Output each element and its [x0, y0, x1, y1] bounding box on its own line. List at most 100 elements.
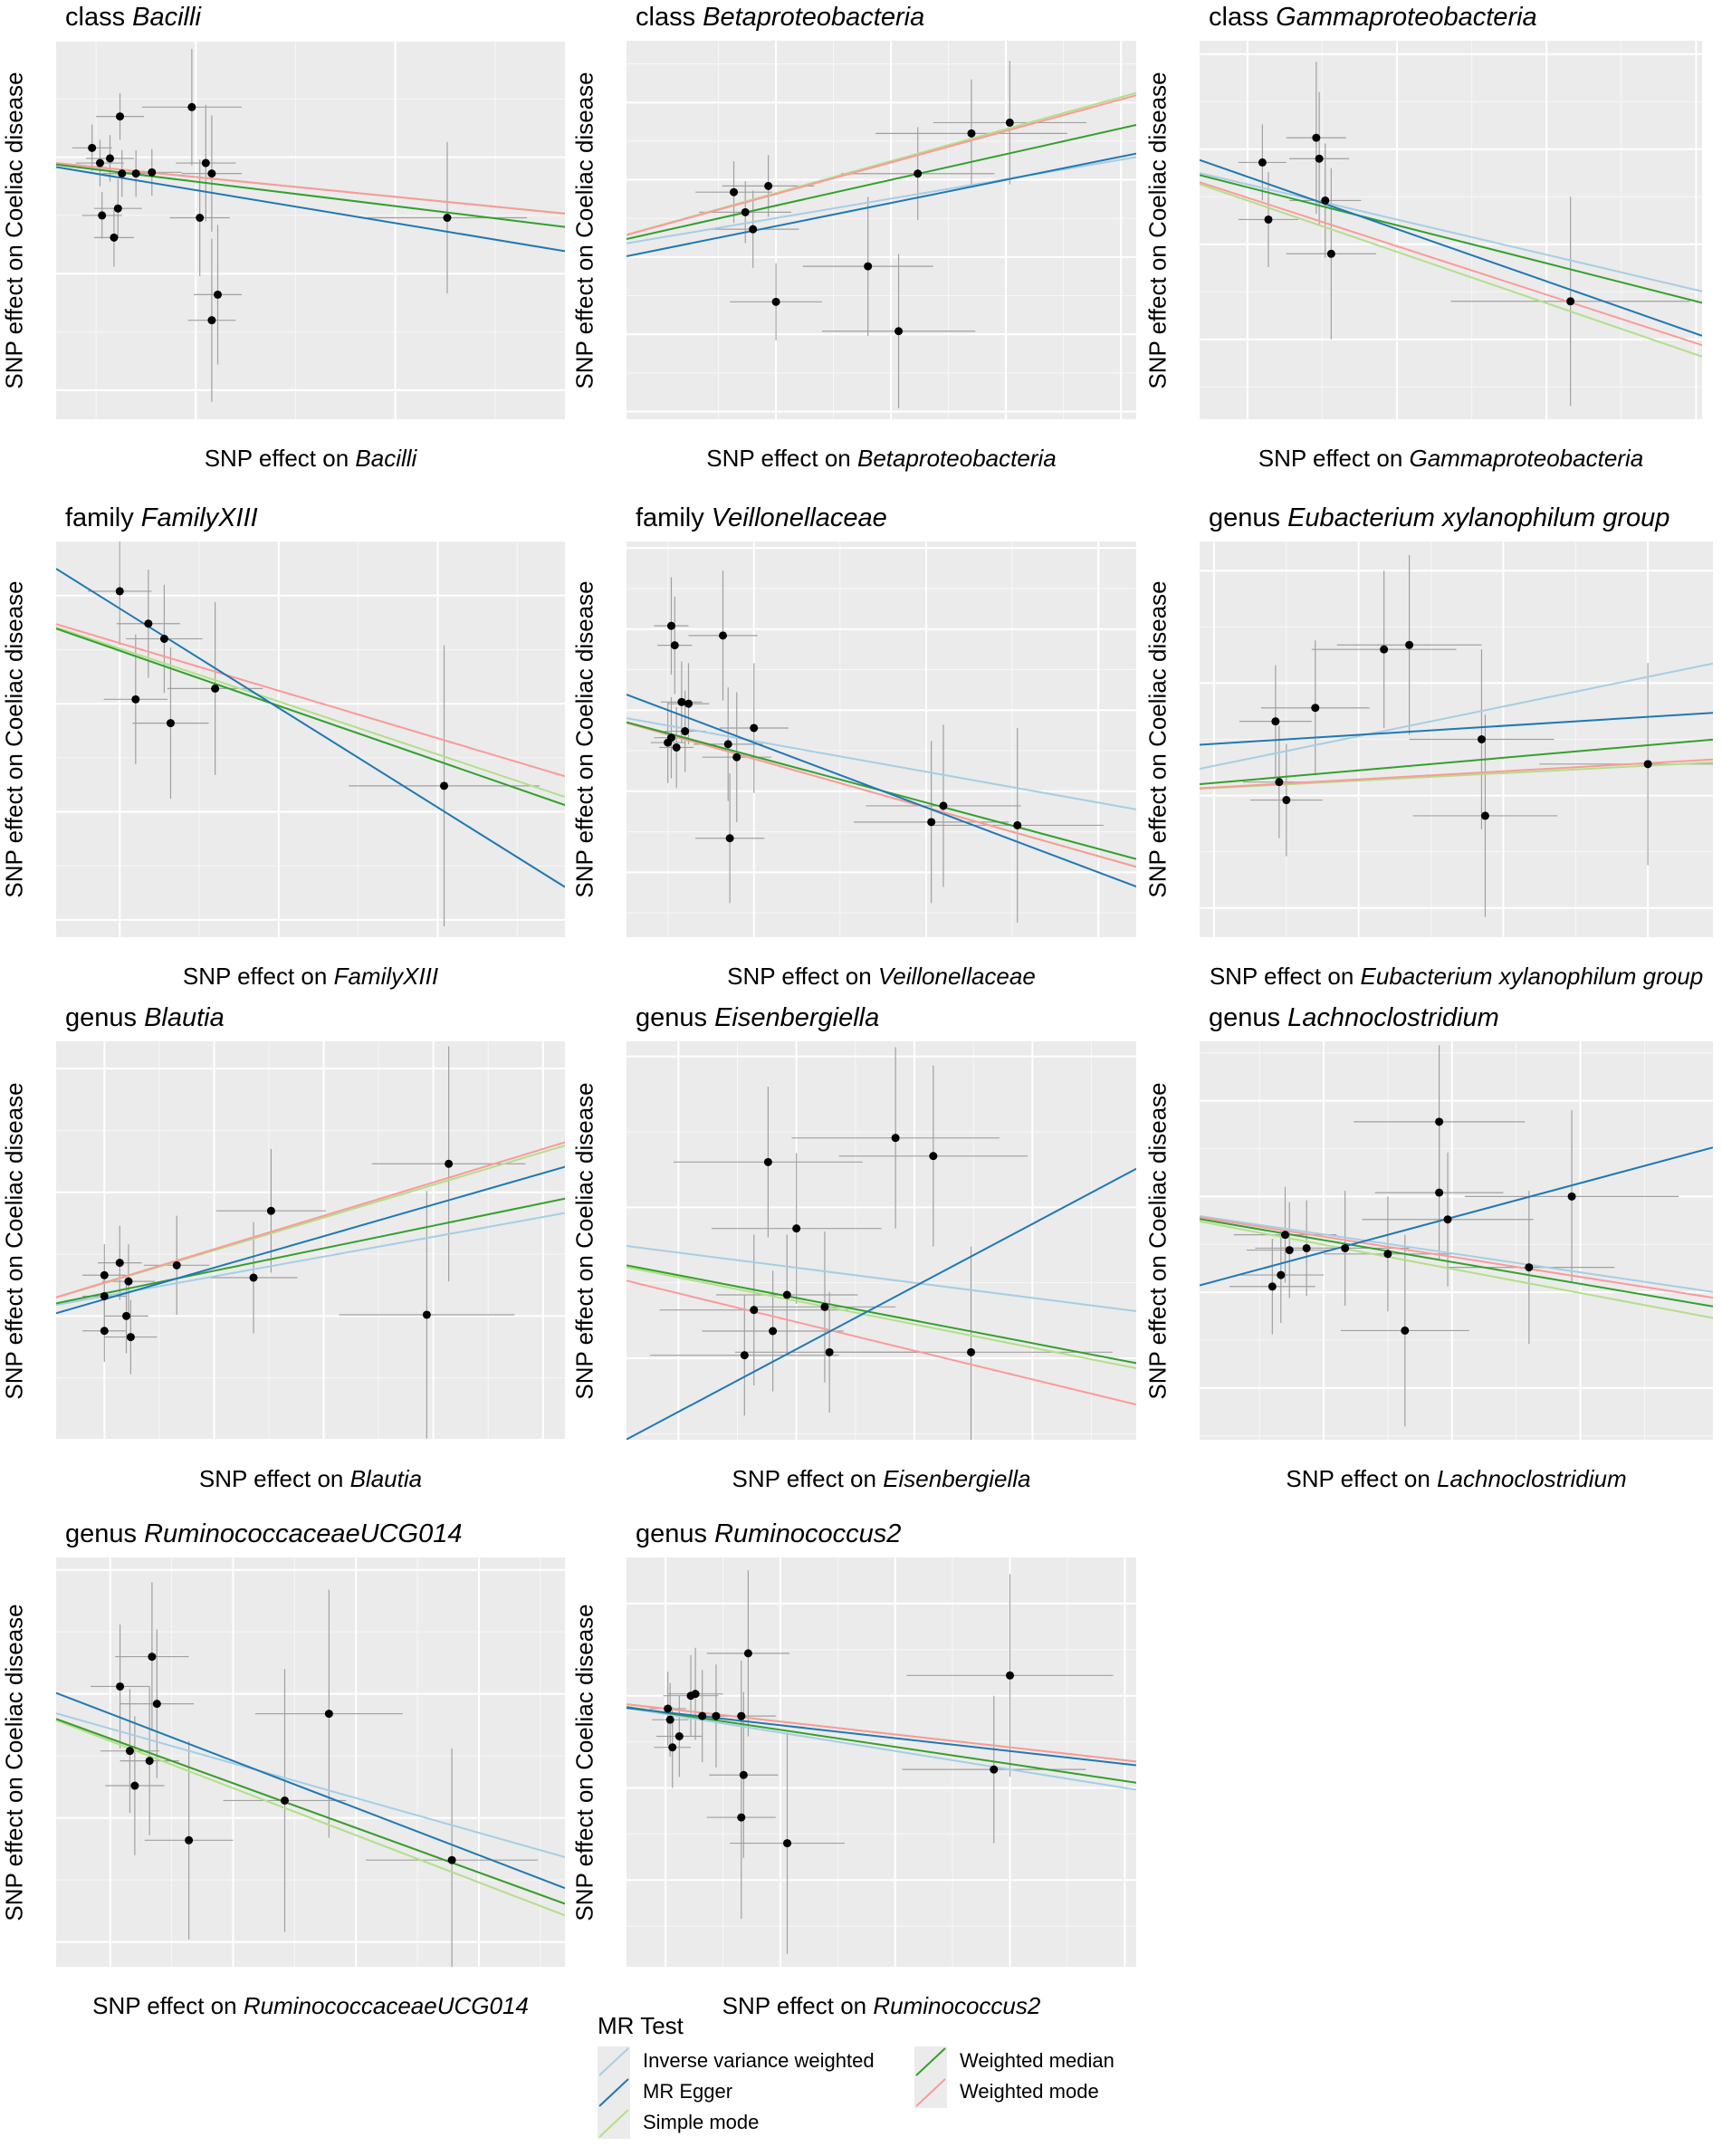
- data-point: [668, 1743, 677, 1752]
- y-axis-label: SNP effect on Coeliac disease: [570, 1081, 598, 1400]
- data-point: [122, 1311, 131, 1320]
- line-weighted-mode: [1200, 181, 1702, 347]
- panel-title-taxon: Bacilli: [132, 3, 201, 32]
- data-point: [691, 1690, 700, 1699]
- data-point: [1268, 1282, 1277, 1291]
- panel-title-bacilli: class Bacilli: [65, 3, 201, 33]
- line-mr-egger: [627, 694, 1136, 888]
- x-axis-label-lachnoclostridium: SNP effect on Lachnoclostridium: [1200, 1465, 1713, 1493]
- y-axis-label: SNP effect on Coeliac disease: [570, 1603, 598, 1921]
- data-point: [670, 641, 679, 650]
- legend-key-weighted-mode: [914, 2077, 947, 2108]
- x-axis-label-taxon: Gammaproteobacteria: [1409, 445, 1644, 472]
- plot-betaproteobacteria: 0.060.090.120.15-0.10-0.050.000.050.10: [627, 41, 1136, 419]
- data-point: [116, 1682, 125, 1691]
- data-point: [1258, 158, 1267, 167]
- points: [1258, 133, 1575, 306]
- panel-title-taxon: Lachnoclostridium: [1287, 1003, 1499, 1032]
- plot-background: [56, 41, 565, 419]
- plot-eisenbergiella: 0.0750.1000.1250.150-0.050.000.05: [627, 1041, 1136, 1440]
- line-weighted-median: [56, 628, 565, 807]
- legend-swatch-mr-egger: [598, 2078, 629, 2107]
- plot-eubacterium-xylanophilum-group: 0.040.080.120.16-0.050.000.050.10: [1200, 541, 1713, 937]
- plot-bacilli: 0.10.2-0.2-0.10.00.1: [56, 41, 565, 419]
- data-point: [98, 211, 107, 220]
- data-point: [672, 743, 681, 752]
- data-point: [712, 1711, 721, 1720]
- x-axis-label-taxon: Veillonellaceae: [877, 963, 1036, 990]
- panel-title-ruminococcaceaeucg014: genus RuminococcaceaeUCG014: [65, 1519, 462, 1549]
- data-point: [967, 1347, 976, 1356]
- data-point: [825, 1347, 834, 1356]
- x-axis-label-prefix: SNP effect on: [1209, 963, 1361, 990]
- x-axis-label-prefix: SNP effect on: [1286, 1465, 1438, 1492]
- data-point: [447, 1855, 456, 1864]
- data-point: [783, 1839, 792, 1848]
- data-point: [743, 1649, 752, 1658]
- data-point: [914, 169, 923, 178]
- x-axis-label-familyxiii: SNP effect on FamilyXIII: [56, 963, 565, 991]
- panel-title-taxon: Betaproteobacteria: [703, 3, 925, 32]
- data-point: [211, 684, 220, 693]
- panel-title-taxon: RuminococcaceaeUCG014: [144, 1519, 463, 1548]
- x-axis-label-taxon: RuminococcaceaeUCG014: [243, 1992, 529, 2019]
- data-point: [927, 818, 936, 827]
- x-axis-label-taxon: Ruminococcus2: [873, 1992, 1041, 2019]
- data-point: [100, 1327, 109, 1336]
- data-point: [100, 1270, 109, 1279]
- legend-label-mr-egger: MR Egger: [643, 2080, 733, 2103]
- data-point: [113, 204, 122, 213]
- x-axis-label-prefix: SNP effect on: [732, 1465, 884, 1492]
- points: [1268, 1117, 1576, 1335]
- data-point: [214, 290, 223, 299]
- x-axis-label-eisenbergiella: SNP effect on Eisenbergiella: [627, 1465, 1136, 1493]
- data-point: [665, 1715, 674, 1724]
- y-axis-label: SNP effect on Coeliac disease: [0, 1081, 28, 1400]
- line-inverse-variance-weighted: [1200, 172, 1702, 292]
- x-axis-label-prefix: SNP effect on: [706, 445, 857, 472]
- panel-title-ruminococcus2: genus Ruminococcus2: [636, 1519, 901, 1549]
- line-mr-egger: [627, 1707, 1136, 1767]
- plot-blautia: 0.050.100.150.200.25-0.10.00.10.2: [56, 1041, 565, 1440]
- data-point: [769, 1327, 778, 1336]
- data-point: [719, 631, 728, 640]
- panel-title-rank: family: [65, 503, 134, 532]
- x-axis-label-veillonellaceae: SNP effect on Veillonellaceae: [627, 963, 1136, 991]
- data-point: [445, 1159, 454, 1168]
- x-axis-label-taxon: Blautia: [349, 1465, 423, 1492]
- data-point: [1271, 717, 1280, 726]
- data-point: [196, 213, 205, 222]
- panel-title-taxon: FamilyXIII: [140, 503, 258, 532]
- line-simple-mode: [1200, 761, 1713, 791]
- x-axis-label-taxon: Lachnoclostridium: [1437, 1465, 1627, 1492]
- data-point: [118, 169, 127, 178]
- line-inverse-variance-weighted: [627, 1245, 1136, 1312]
- data-point: [740, 1351, 749, 1360]
- data-point: [1405, 640, 1414, 649]
- panel-title-taxon: Gammaproteobacteria: [1276, 3, 1537, 32]
- x-axis-label-gammaproteobacteria: SNP effect on Gammaproteobacteria: [1200, 445, 1702, 473]
- y-axis-label: SNP effect on Coeliac disease: [0, 1603, 28, 1921]
- panel-title-eubacterium-xylanophilum-group: genus Eubacterium xylanophilum group: [1209, 503, 1669, 533]
- x-axis-label-betaproteobacteria: SNP effect on Betaproteobacteria: [627, 445, 1136, 473]
- data-point: [674, 1731, 684, 1740]
- data-point: [1383, 1250, 1392, 1259]
- line-simple-mode: [627, 1266, 1136, 1370]
- points: [664, 1649, 1015, 1848]
- data-point: [100, 1291, 109, 1300]
- panel-title-taxon: Eubacterium xylanophilum group: [1287, 503, 1670, 532]
- data-point: [1401, 1326, 1410, 1335]
- x-axis-label-taxon: Eubacterium xylanophilum group: [1360, 963, 1704, 990]
- data-point: [1302, 1243, 1311, 1252]
- panel-title-rank: genus: [1209, 503, 1281, 532]
- line-weighted-median: [627, 1706, 1136, 1784]
- data-point: [677, 697, 686, 706]
- data-point: [440, 781, 449, 791]
- data-point: [741, 207, 750, 216]
- data-point: [1326, 249, 1335, 258]
- data-point: [125, 1747, 134, 1756]
- data-point: [737, 1813, 746, 1822]
- legend-key-mr-egger: [598, 2077, 630, 2108]
- data-point: [1281, 1231, 1289, 1240]
- data-point: [1275, 778, 1284, 787]
